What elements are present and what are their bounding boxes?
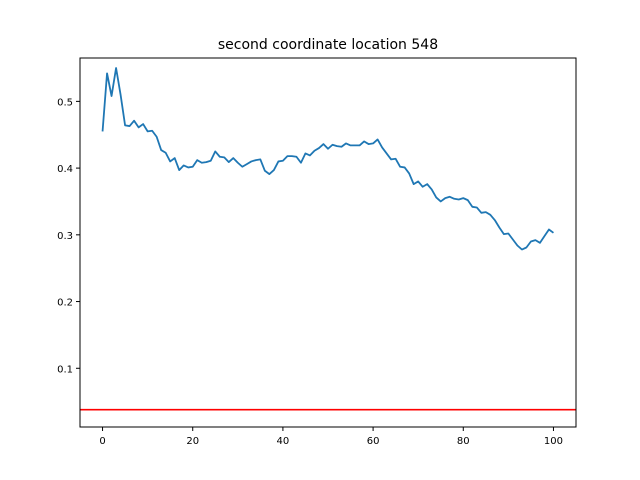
- chart-title: second coordinate location 548: [218, 37, 438, 53]
- x-tick-label: 20: [186, 436, 199, 447]
- plot-frame: [79, 57, 577, 428]
- x-tick-label: 40: [277, 436, 290, 447]
- x-tick-label: 100: [544, 436, 563, 447]
- y-tick-label: 0.5: [57, 97, 73, 108]
- x-tick-label: 0: [99, 436, 105, 447]
- y-tick-label: 0.1: [57, 364, 73, 375]
- y-ticks: 0.1 0.2 0.3 0.4 0.5: [57, 97, 80, 375]
- x-tick-label: 60: [367, 436, 380, 447]
- x-ticks: 0 20 40 60 80 100: [99, 427, 563, 447]
- y-tick-label: 0.2: [57, 298, 73, 309]
- y-tick-label: 0.3: [57, 231, 73, 242]
- x-tick-label: 80: [457, 436, 470, 447]
- series-line: [101, 67, 554, 251]
- y-tick-label: 0.4: [57, 164, 73, 175]
